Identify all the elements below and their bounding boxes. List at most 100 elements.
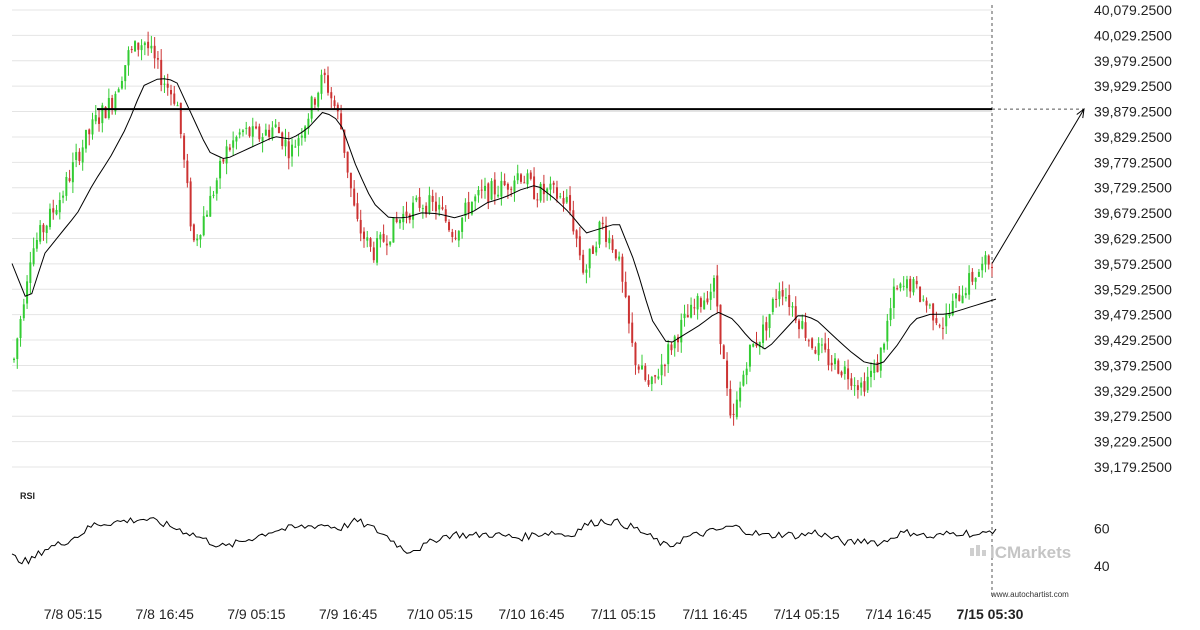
candle-body <box>863 381 866 392</box>
time-tick-label: 7/11 16:45 <box>682 606 747 622</box>
candle-body <box>850 378 853 386</box>
candle-body <box>824 343 827 350</box>
candle-body <box>611 239 614 251</box>
price-tick-label: 39,379.2500 <box>1094 357 1172 373</box>
candle-body <box>899 283 902 289</box>
candle-body <box>310 96 313 119</box>
candle-body <box>248 127 251 137</box>
candle-body <box>876 362 879 373</box>
candle-body <box>29 262 32 283</box>
candle-body <box>735 399 738 418</box>
candle-body <box>928 304 931 306</box>
candle-body <box>163 83 166 85</box>
candle-body <box>215 180 218 194</box>
candle-body <box>392 217 395 243</box>
candle-body <box>55 209 58 215</box>
candle-body <box>591 246 594 254</box>
candle-body <box>840 371 843 376</box>
candle-body <box>408 214 411 220</box>
candle-body <box>513 180 516 192</box>
candle-body <box>798 320 801 330</box>
candle-body <box>480 189 483 191</box>
branding: ICMarkets www.autochartist.com <box>970 543 1071 599</box>
candle-body <box>241 130 244 133</box>
price-tick-label: 40,079.2500 <box>1094 2 1172 18</box>
candle-body <box>330 92 333 99</box>
candle-body <box>340 113 343 130</box>
candle-body <box>837 360 840 374</box>
candle-body <box>627 295 630 324</box>
candle-body <box>291 144 294 157</box>
candle-body <box>225 146 228 164</box>
candle-body <box>941 327 944 329</box>
candle-body <box>896 288 899 290</box>
candle-body <box>843 366 846 374</box>
candle-body <box>156 58 159 60</box>
candle-body <box>202 216 205 236</box>
candle-body <box>598 221 601 245</box>
candle-body <box>382 233 385 242</box>
candle-body <box>376 238 379 263</box>
candle-body <box>418 196 421 208</box>
candle-body <box>912 279 915 293</box>
candle-body <box>261 137 264 142</box>
candle-body <box>696 295 699 310</box>
candle-body <box>228 147 231 150</box>
candle-body <box>454 237 457 239</box>
candle-body <box>297 138 300 146</box>
candle-body <box>497 194 500 197</box>
candle-body <box>487 183 490 202</box>
candle-body <box>784 297 787 299</box>
candle-body <box>919 286 922 302</box>
candle-body <box>62 195 65 198</box>
candle-body <box>120 80 123 89</box>
candle-body <box>251 126 254 137</box>
candle-body <box>618 256 621 260</box>
candle-body <box>968 273 971 295</box>
candle-body <box>32 248 35 265</box>
candle-body <box>143 42 146 46</box>
resistance-level <box>97 108 1085 264</box>
candle-body <box>425 205 428 215</box>
candle-body <box>114 93 117 112</box>
candle-body <box>961 295 964 304</box>
candle-body <box>304 126 307 139</box>
candle-body <box>955 293 958 299</box>
candle-body <box>660 364 663 376</box>
candle-body <box>134 41 137 52</box>
candle-body <box>634 342 637 366</box>
candle-body <box>81 147 84 163</box>
candle-body <box>624 281 627 297</box>
candle-body <box>742 374 745 386</box>
price-tick-label: 39,629.2500 <box>1094 231 1172 247</box>
candle-body <box>667 344 670 365</box>
candle-body <box>238 132 241 135</box>
candle-body <box>405 211 408 216</box>
candle-body <box>271 127 274 139</box>
candle-body <box>533 176 536 199</box>
candle-body <box>951 300 954 316</box>
candle-body <box>42 224 45 233</box>
candle-body <box>657 376 660 379</box>
candle-body <box>490 181 493 200</box>
candle-body <box>902 285 905 287</box>
candle-body <box>830 362 833 366</box>
candle-body <box>173 93 176 104</box>
candle-body <box>372 247 375 261</box>
candle-body <box>958 294 961 301</box>
candle-body <box>353 188 356 206</box>
candle-body <box>529 172 532 179</box>
candle-body <box>565 196 568 203</box>
candle-body <box>536 199 539 201</box>
candle-body <box>192 224 195 241</box>
candle-body <box>186 160 189 184</box>
price-tick-label: 39,179.2500 <box>1094 459 1172 475</box>
candle-body <box>91 119 94 135</box>
candle-body <box>555 187 558 199</box>
candle-body <box>313 98 316 105</box>
candle-body <box>869 370 872 378</box>
candle-body <box>523 182 526 184</box>
candle-body <box>883 343 886 350</box>
candle-body <box>189 181 192 227</box>
